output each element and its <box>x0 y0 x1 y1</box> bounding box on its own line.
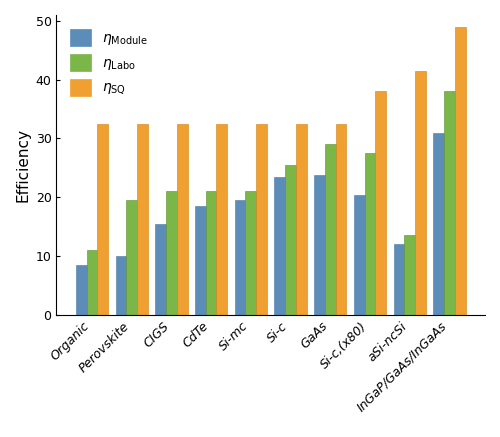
Bar <box>415 71 426 315</box>
Bar <box>364 153 376 315</box>
Bar <box>274 177 285 315</box>
Bar <box>166 191 177 315</box>
Legend: $\eta_{\rm Module}$, $\eta_{\rm Labo}$, $\eta_{\rm SQ}$: $\eta_{\rm Module}$, $\eta_{\rm Labo}$, … <box>64 22 155 104</box>
Bar <box>336 124 346 315</box>
Bar <box>404 235 415 315</box>
Bar <box>256 124 267 315</box>
Bar <box>246 191 256 315</box>
Bar <box>86 250 98 315</box>
Bar <box>376 91 386 315</box>
Bar <box>177 124 188 315</box>
Bar <box>206 191 216 315</box>
Bar <box>444 91 455 315</box>
Bar <box>325 144 336 315</box>
Bar <box>98 124 108 315</box>
Bar <box>216 124 227 315</box>
Bar <box>156 224 166 315</box>
Bar <box>195 206 206 315</box>
Bar <box>455 27 466 315</box>
Bar <box>296 124 306 315</box>
Bar <box>126 200 137 315</box>
Y-axis label: Efficiency: Efficiency <box>15 128 30 202</box>
Bar <box>354 195 364 315</box>
Bar <box>434 132 444 315</box>
Bar <box>285 165 296 315</box>
Bar <box>76 265 86 315</box>
Bar <box>394 244 404 315</box>
Bar <box>235 200 246 315</box>
Bar <box>116 256 126 315</box>
Bar <box>314 175 325 315</box>
Bar <box>137 124 148 315</box>
